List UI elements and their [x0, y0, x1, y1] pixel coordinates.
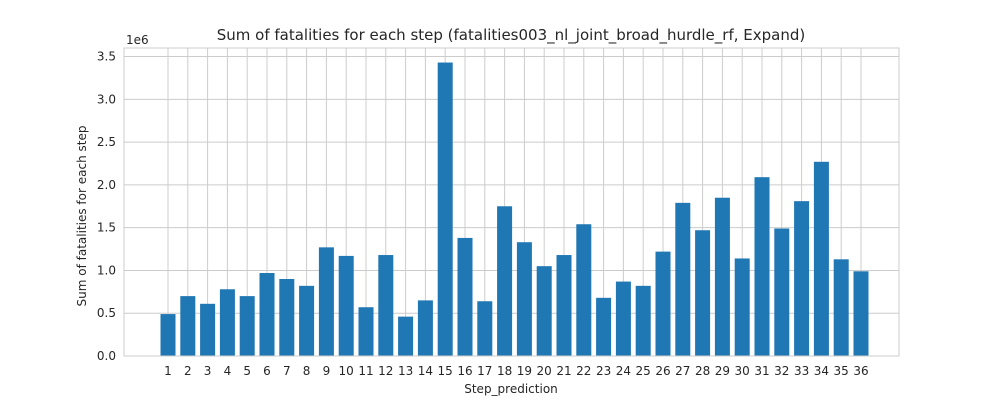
x-tick-label: 36 [853, 364, 868, 378]
bar-step-5 [239, 296, 255, 356]
x-tick-label: 25 [636, 364, 651, 378]
x-tick-label: 10 [339, 364, 354, 378]
x-tick-label: 5 [243, 364, 251, 378]
chart-title: Sum of fatalities for each step (fatalit… [217, 26, 805, 45]
x-tick-label: 16 [457, 364, 472, 378]
bar-step-30 [734, 258, 750, 356]
x-tick-label: 20 [537, 364, 552, 378]
x-tick-label: 30 [735, 364, 750, 378]
x-tick-label: 35 [834, 364, 849, 378]
bar-step-3 [200, 303, 216, 356]
bar-step-9 [318, 247, 334, 356]
bar-step-14 [417, 300, 433, 356]
y-tick-label: 2.0 [97, 178, 116, 192]
x-tick-label: 6 [263, 364, 271, 378]
x-tick-label: 7 [283, 364, 291, 378]
y-tick-label: 3.5 [97, 50, 116, 64]
x-tick-label: 8 [303, 364, 311, 378]
x-tick-label: 34 [814, 364, 829, 378]
x-tick-label: 24 [616, 364, 631, 378]
x-tick-label: 2 [184, 364, 192, 378]
bar-step-27 [675, 202, 691, 356]
bar-step-28 [695, 230, 711, 356]
y-tick-label: 1.5 [97, 221, 116, 235]
bar-step-8 [299, 285, 315, 356]
y-tick-label: 1.0 [97, 263, 116, 277]
y-tick-label: 2.5 [97, 135, 116, 149]
x-tick-label: 19 [517, 364, 532, 378]
bar-step-12 [378, 255, 394, 356]
y-tick-label: 3.0 [97, 92, 116, 106]
bar-step-29 [714, 197, 730, 356]
x-tick-label: 3 [204, 364, 212, 378]
bar-step-24 [615, 281, 631, 356]
x-tick-label: 29 [715, 364, 730, 378]
x-tick-label: 13 [398, 364, 413, 378]
bar-step-23 [596, 297, 612, 356]
x-tick-label: 23 [596, 364, 611, 378]
bar-step-36 [853, 271, 869, 356]
bar-step-25 [635, 285, 651, 356]
bar-step-7 [279, 279, 295, 356]
y-tick-label: 0.5 [97, 306, 116, 320]
x-tick-label: 15 [438, 364, 453, 378]
bar-step-32 [774, 228, 790, 356]
bar-step-10 [338, 255, 354, 356]
x-tick-label: 1 [164, 364, 172, 378]
x-tick-label: 33 [794, 364, 809, 378]
bar-step-1 [160, 314, 176, 356]
bar-step-15 [437, 62, 453, 357]
x-tick-label: 14 [418, 364, 433, 378]
bar-step-20 [536, 266, 552, 356]
x-tick-label: 12 [378, 364, 393, 378]
x-tick-label: 32 [774, 364, 789, 378]
plot-frame [123, 47, 900, 357]
x-tick-label: 18 [497, 364, 512, 378]
bar-step-31 [754, 177, 770, 356]
x-tick-label: 9 [323, 364, 331, 378]
bar-step-34 [813, 161, 829, 356]
x-tick-label: 31 [754, 364, 769, 378]
y-axis-label: Sum of fatalities for each step [75, 126, 89, 307]
x-tick-label: 22 [576, 364, 591, 378]
y-axis-offset-label: 1e6 [126, 33, 149, 47]
bar-step-13 [398, 316, 414, 356]
bar-step-18 [497, 206, 513, 356]
bar-step-22 [576, 224, 592, 356]
bar-step-21 [556, 255, 572, 356]
x-tick-label: 27 [675, 364, 690, 378]
bar-step-19 [516, 242, 532, 356]
bar-step-35 [833, 259, 849, 356]
x-tick-label: 11 [358, 364, 373, 378]
bar-step-4 [219, 289, 235, 356]
bar-step-16 [457, 237, 473, 356]
y-axis-ticks: 0.0 0.5 1.0 1.5 2.0 2.5 3.0 3.5 [97, 50, 116, 363]
x-tick-label: 21 [556, 364, 571, 378]
bar-step-33 [794, 201, 810, 356]
bar-step-26 [655, 251, 671, 356]
x-tick-label: 17 [477, 364, 492, 378]
x-tick-label: 4 [224, 364, 232, 378]
y-tick-label: 0.0 [97, 349, 116, 363]
x-tick-label: 28 [695, 364, 710, 378]
x-tick-label: 26 [655, 364, 670, 378]
bar-step-11 [358, 307, 374, 356]
bar-step-17 [477, 301, 493, 356]
bar-step-6 [259, 273, 275, 356]
x-axis-label: Step_prediction [464, 382, 558, 396]
bar-series [160, 62, 869, 357]
bar-step-2 [180, 296, 196, 356]
x-axis-ticks: 1 2 3 4 5 6 7 8 9 10 11 12 13 14 15 16 17 18 19 20 21 22 23 24 2… [164, 364, 868, 378]
